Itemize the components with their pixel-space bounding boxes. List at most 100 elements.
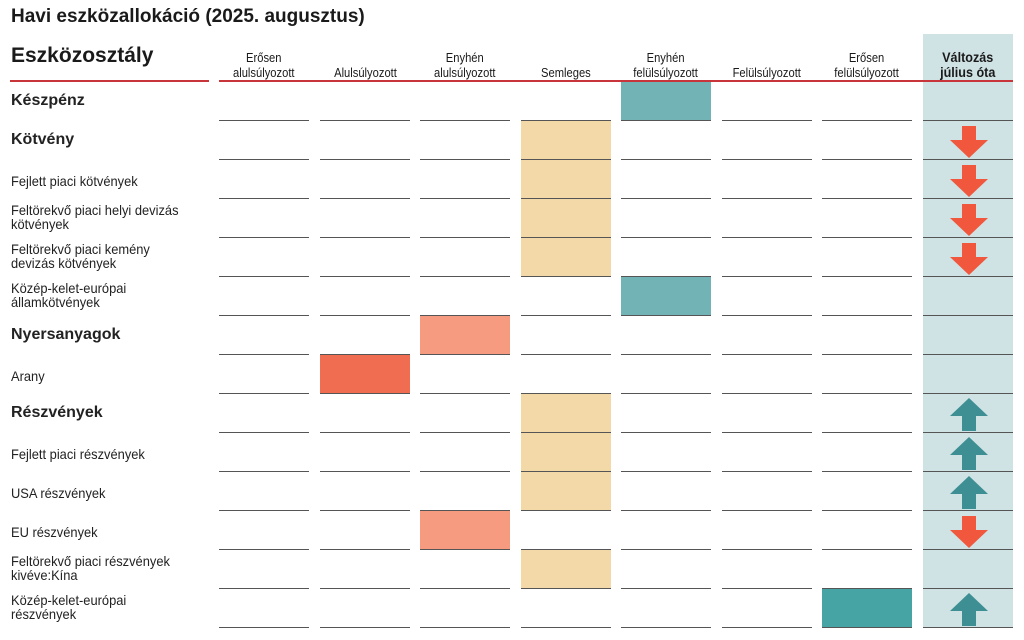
- header-rule-left: [10, 80, 209, 82]
- cell-rule: [722, 432, 812, 433]
- cell-rule: [420, 549, 510, 550]
- row-label-text: USA részvények: [11, 485, 106, 501]
- cell-rule: [521, 198, 611, 199]
- cell-rule: [521, 588, 611, 589]
- cell-rule: [621, 432, 711, 433]
- row-label-text: Nyersanyagok: [11, 326, 121, 343]
- arrow-up-icon: [950, 476, 988, 509]
- cell-rule: [320, 120, 410, 121]
- cell-rule: [521, 276, 611, 277]
- cell-rule: [822, 315, 912, 316]
- change-header-label: Változás július óta: [940, 49, 996, 80]
- cell-rule: [320, 159, 410, 160]
- column-header-label: Felülsúlyozott: [732, 65, 802, 80]
- column-header-label: Enyhén felülsúlyozott: [633, 50, 699, 80]
- cell-rule: [923, 276, 1013, 277]
- page-title: Havi eszközallokáció (2025. augusztus): [11, 6, 365, 27]
- cell-rule: [822, 120, 912, 121]
- table-row: USA részvények: [0, 472, 1024, 511]
- row-label: Részvények: [11, 405, 103, 421]
- column-header-2: Enyhén alulsúlyozott: [414, 36, 516, 80]
- cell-rule: [923, 393, 1013, 394]
- cell-rule: [521, 315, 611, 316]
- row-label-text: EU részvények: [11, 524, 98, 540]
- cell-rule: [219, 549, 309, 550]
- cell-rule: [923, 588, 1013, 589]
- cell-rule: [521, 432, 611, 433]
- column-header-label: Enyhén alulsúlyozott: [434, 50, 496, 80]
- arrow-up-icon: [950, 437, 988, 470]
- row-label-text: Közép-kelet-európai államkötvények: [11, 280, 127, 310]
- cell-rule: [420, 237, 510, 238]
- position-cell-filled: [521, 238, 611, 277]
- cell-rule: [923, 432, 1013, 433]
- cell-rule: [822, 549, 912, 550]
- row-label: Nyersanyagok: [11, 326, 121, 343]
- cell-rule: [420, 315, 510, 316]
- arrow-down-icon: [950, 126, 988, 158]
- cell-rule: [320, 237, 410, 238]
- cell-rule: [822, 393, 912, 394]
- position-cell-filled: [420, 316, 510, 355]
- row-label-text: Feltörekvő piaci kemény devizás kötvénye…: [11, 241, 150, 271]
- cell-rule: [521, 237, 611, 238]
- cell-rule: [521, 549, 611, 550]
- position-cell-filled: [521, 550, 611, 589]
- cell-rule: [722, 393, 812, 394]
- cell-rule: [420, 198, 510, 199]
- column-header-3: Semleges: [515, 36, 617, 80]
- cell-rule: [219, 159, 309, 160]
- column-header-label: Erősen felülsúlyozott: [834, 50, 900, 80]
- cell-rule: [320, 354, 410, 355]
- cell-rule: [722, 627, 812, 628]
- cell-rule: [320, 549, 410, 550]
- cell-rule: [923, 549, 1013, 550]
- position-cell-filled: [621, 82, 711, 121]
- cell-rule: [923, 510, 1013, 511]
- cell-rule: [923, 237, 1013, 238]
- cell-rule: [621, 627, 711, 628]
- table-row: Feltörekvő piaci helyi devizás kötvények: [0, 199, 1024, 238]
- cell-rule: [923, 471, 1013, 472]
- cell-rule: [722, 315, 812, 316]
- column-header-label: Semleges: [541, 65, 591, 80]
- table-row: Nyersanyagok: [0, 316, 1024, 355]
- cell-rule: [521, 510, 611, 511]
- cell-rule: [621, 198, 711, 199]
- header-row: Eszközosztály Erősen alulsúlyozott Alulsú…: [0, 36, 1024, 80]
- row-label: Feltörekvő piaci részvények kivéve:Kína: [11, 554, 184, 582]
- cell-rule: [822, 471, 912, 472]
- cell-rule: [621, 237, 711, 238]
- cell-rule: [722, 588, 812, 589]
- cell-rule: [420, 627, 510, 628]
- cell-rule: [822, 627, 912, 628]
- cell-rule: [420, 276, 510, 277]
- cell-rule: [219, 315, 309, 316]
- column-header-change: Változás július óta: [923, 36, 1013, 80]
- row-label-text: Arany: [11, 368, 45, 384]
- cell-rule: [219, 627, 309, 628]
- arrow-up-icon: [950, 593, 988, 626]
- row-label: Közép-kelet-európai államkötvények: [11, 281, 136, 309]
- cell-rule: [822, 198, 912, 199]
- arrow-down-icon: [950, 165, 988, 197]
- cell-rule: [722, 471, 812, 472]
- cell-rule: [219, 588, 309, 589]
- table-row: Feltörekvő piaci részvények kivéve:Kína: [0, 550, 1024, 589]
- table-row: Fejlett piaci részvények: [0, 433, 1024, 472]
- cell-rule: [923, 627, 1013, 628]
- row-label-text: Készpénz: [11, 92, 85, 109]
- cell-rule: [521, 393, 611, 394]
- cell-rule: [219, 276, 309, 277]
- cell-rule: [420, 510, 510, 511]
- cell-rule: [822, 237, 912, 238]
- row-label: EU részvények: [11, 525, 105, 539]
- column-header-4: Enyhén felülsúlyozott: [615, 36, 717, 80]
- cell-rule: [420, 588, 510, 589]
- cell-rule: [320, 315, 410, 316]
- cell-rule: [521, 354, 611, 355]
- cell-rule: [722, 354, 812, 355]
- position-cell-filled: [621, 277, 711, 316]
- position-cell-filled: [521, 433, 611, 472]
- cell-rule: [420, 393, 510, 394]
